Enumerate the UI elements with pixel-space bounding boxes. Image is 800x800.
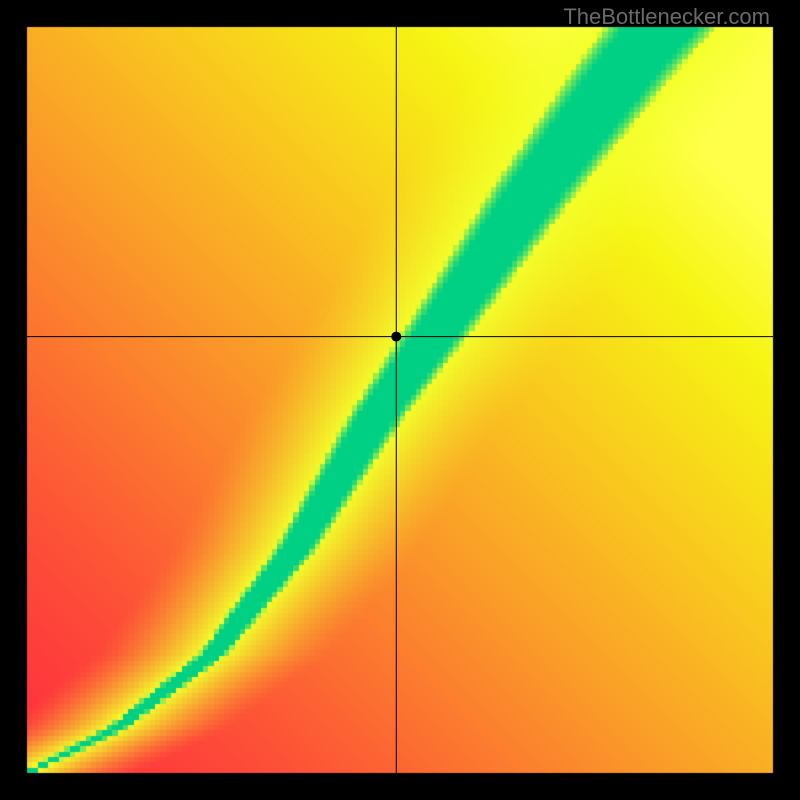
chart-container: TheBottlenecker.com bbox=[0, 0, 800, 800]
bottleneck-heatmap bbox=[0, 0, 800, 800]
